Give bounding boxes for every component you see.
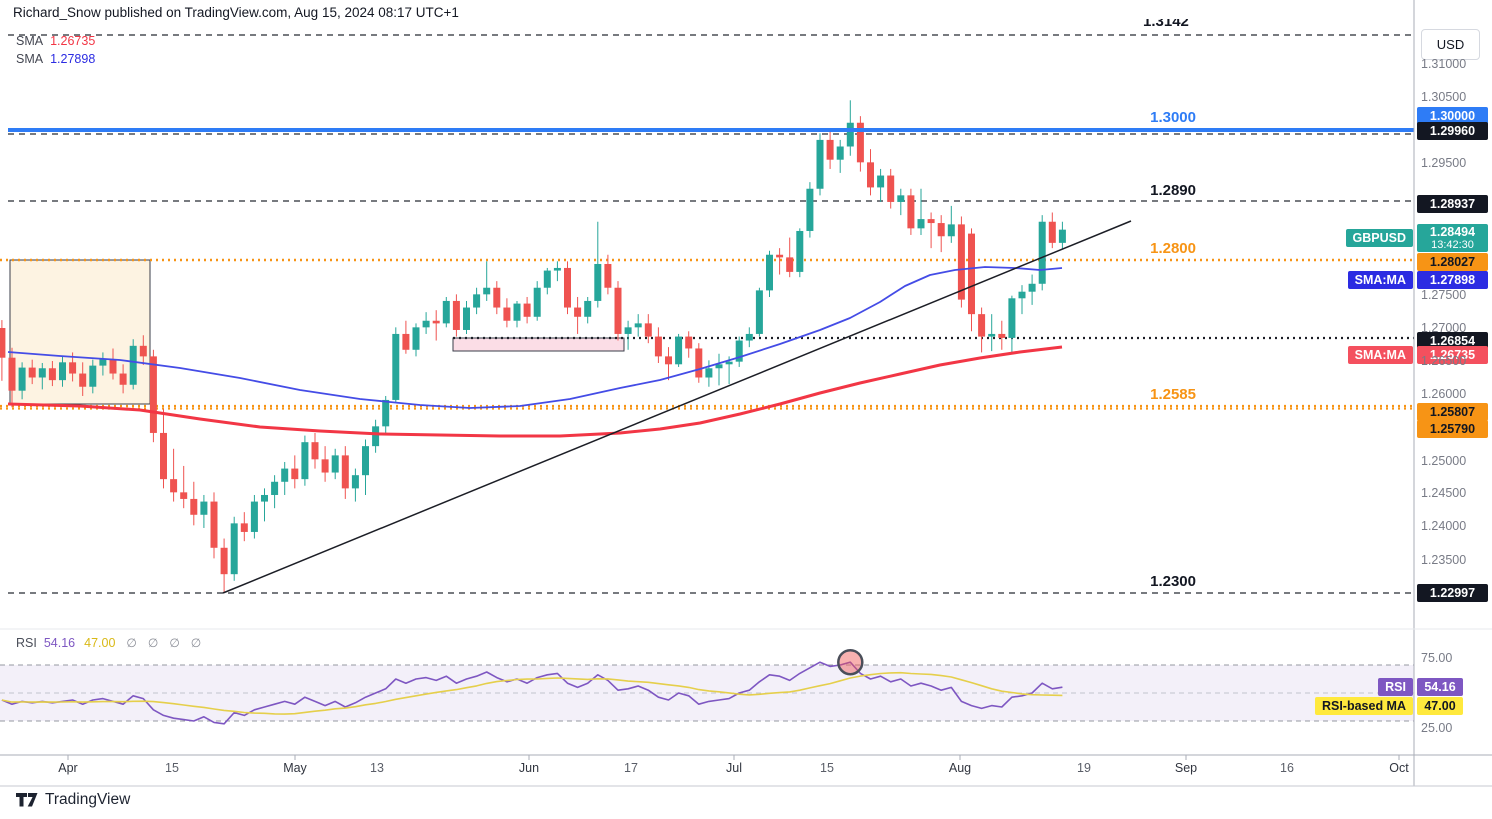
time-axis-label: Oct	[1389, 761, 1409, 775]
time-axis-label: Apr	[58, 761, 78, 775]
price-axis-tick: 1.24500	[1421, 486, 1467, 500]
rsi-ma-legend-value: 47.00	[84, 636, 116, 650]
sma-50-legend[interactable]: SMA 1.27898	[16, 52, 95, 66]
clipped-level-text: 1.3142	[1143, 19, 1189, 28]
price-badge-1.25790: 1.25790	[1417, 420, 1488, 438]
price-badge-1.30000: 1.30000	[1417, 107, 1488, 125]
tradingview-logo-icon	[16, 793, 38, 807]
sma-200-legend-value: 1.26735	[50, 34, 96, 48]
rsi-ma-line	[1, 671, 1063, 715]
rsi-ma-value-badge: 47.00	[1417, 697, 1463, 715]
bar-countdown: 13:42:30	[1431, 239, 1474, 251]
currency-toggle-button[interactable]: USD	[1421, 29, 1480, 60]
level-label-1.2800: 1.2800	[1150, 240, 1196, 257]
price-axis-tick: 1.31000	[1421, 57, 1467, 71]
time-axis-label: 16	[1280, 761, 1294, 775]
time-axis-label: 13	[370, 761, 384, 775]
rsi-legend-value: 54.16	[43, 636, 76, 650]
price-badge-1.28937: 1.28937	[1417, 195, 1488, 213]
price-axis-tick: 1.25000	[1421, 454, 1467, 468]
empty-set-icon: ∅	[147, 636, 159, 650]
time-axis-label: Sep	[1174, 761, 1198, 775]
rsi-axis-tick: 75.00	[1421, 651, 1453, 665]
rsi-ma-axis-label: RSI-based MA	[1314, 697, 1413, 715]
time-axis-label: 15	[165, 761, 179, 775]
empty-set-icon: ∅	[169, 636, 180, 650]
time-axis-label: May	[283, 761, 307, 775]
rsi-line	[1, 661, 1063, 725]
price-badge-1.26854: 1.26854	[1417, 332, 1488, 350]
time-axis-label: Aug	[948, 761, 972, 775]
sma-200-value-badge: 1.26735	[1417, 346, 1488, 364]
rsi-legend-label: RSI	[16, 636, 37, 650]
time-axis-label: Jun	[518, 761, 540, 775]
rsi-highlight-circle[interactable]	[837, 648, 864, 676]
sma-50-line	[7, 266, 1063, 409]
price-axis-tick: 1.24000	[1421, 519, 1467, 533]
empty-set-icon: ∅	[190, 636, 202, 650]
sma-200-axis-label: SMA:MA	[1347, 346, 1413, 364]
sma-200-line	[7, 345, 1063, 438]
last-price-badge: 1.28494 13:42:30	[1417, 224, 1488, 252]
ascending-trendline[interactable]	[222, 220, 1132, 594]
rsi-axis-label: RSI	[1378, 678, 1413, 696]
level-label-1.2890: 1.2890	[1150, 182, 1196, 199]
empty-set-icon: ∅	[126, 636, 137, 650]
price-axis-tick: 1.30500	[1421, 90, 1467, 104]
price-axis-tick: 1.26000	[1421, 387, 1467, 401]
price-axis-tick: 1.23500	[1421, 553, 1467, 567]
sma-200-legend[interactable]: SMA 1.26735	[16, 34, 95, 48]
zone-rect-middle	[452, 337, 625, 352]
price-badge-1.28027: 1.28027	[1417, 253, 1488, 271]
sma-50-axis-label: SMA:MA	[1347, 271, 1413, 289]
price-axis-tick: 1.27500	[1421, 288, 1467, 302]
level-label-1.3000: 1.3000	[1150, 109, 1196, 126]
price-axis-tick: 1.26500	[1421, 354, 1467, 368]
level-label-1.2300: 1.2300	[1150, 573, 1196, 590]
time-axis-label: 15	[820, 761, 834, 775]
clipped-level-label: 1.3142	[1143, 19, 1215, 28]
sma-50-value-badge: 1.27898	[1417, 271, 1488, 289]
byline: Richard_Snow published on TradingView.co…	[13, 5, 459, 20]
last-price-value: 1.28494	[1429, 225, 1476, 239]
sma-50-legend-value: 1.27898	[50, 52, 96, 66]
time-axis-label: Jul	[726, 761, 742, 775]
symbol-name-badge: GBPUSD	[1345, 229, 1413, 247]
price-axis-tick: 1.27000	[1421, 321, 1467, 335]
time-axis-label: 19	[1077, 761, 1091, 775]
price-badge-1.29960: 1.29960	[1417, 122, 1488, 140]
price-axis-tick: 1.29500	[1421, 156, 1467, 170]
level-label-1.2585: 1.2585	[1150, 386, 1196, 403]
rsi-axis-tick: 25.00	[1421, 721, 1453, 735]
price-badge-1.22997: 1.22997	[1417, 584, 1488, 602]
tradingview-logo[interactable]: TradingView	[16, 791, 130, 809]
rsi-legend[interactable]: RSI 54.16 47.00 ∅ ∅ ∅ ∅	[16, 636, 201, 650]
rsi-value-badge: 54.16	[1417, 678, 1463, 696]
sma-50-legend-label: SMA	[16, 52, 44, 66]
tradingview-logo-text: TradingView	[45, 791, 131, 808]
sma-200-legend-label: SMA	[16, 34, 44, 48]
price-badge-1.25807: 1.25807	[1417, 403, 1488, 421]
time-axis-label: 17	[624, 761, 638, 775]
